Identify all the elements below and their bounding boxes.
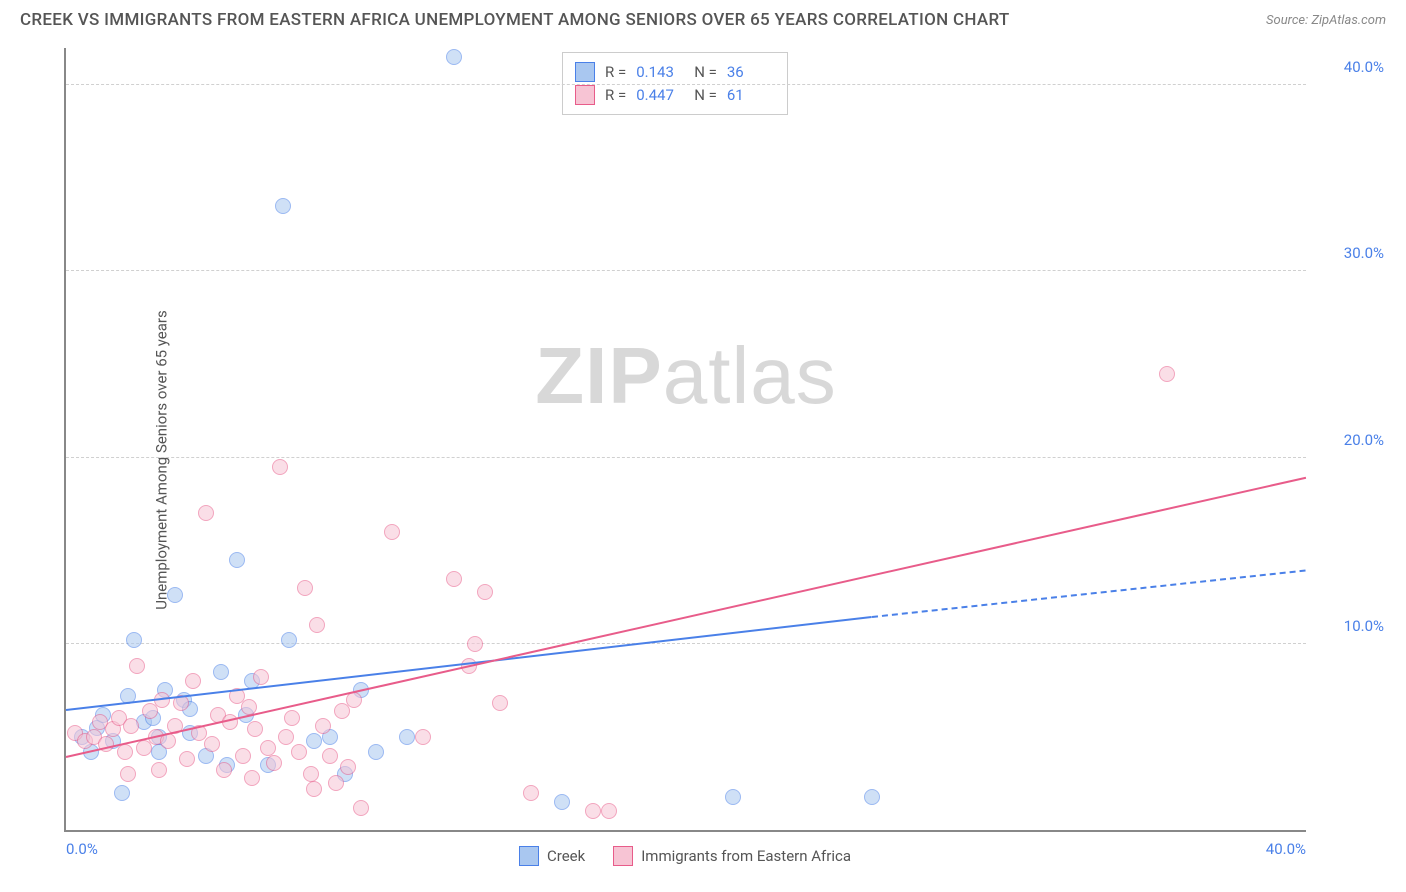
gridline — [66, 457, 1306, 458]
legend-swatch — [613, 846, 633, 866]
data-point — [260, 740, 276, 756]
data-point — [281, 632, 297, 648]
chart-header: CREEK VS IMMIGRANTS FROM EASTERN AFRICA … — [0, 0, 1406, 36]
data-point — [151, 762, 167, 778]
data-point — [272, 459, 288, 475]
data-point — [278, 729, 294, 745]
data-point — [725, 789, 741, 805]
source-attribution: Source: ZipAtlas.com — [1266, 13, 1386, 28]
data-point — [585, 803, 601, 819]
data-point — [129, 658, 145, 674]
legend-series-item: Immigrants from Eastern Africa — [613, 846, 851, 866]
y-tick-label: 20.0% — [1344, 431, 1384, 449]
data-point — [384, 524, 400, 540]
y-tick-label: 10.0% — [1344, 617, 1384, 635]
data-point — [247, 721, 263, 737]
legend-swatch — [575, 85, 595, 105]
data-point — [167, 587, 183, 603]
legend-series-label: Creek — [547, 847, 585, 865]
data-point — [213, 664, 229, 680]
data-point — [198, 505, 214, 521]
legend-correlation-row: R = 0.447 N = 61 — [575, 85, 775, 105]
data-point — [467, 636, 483, 652]
data-point — [291, 744, 307, 760]
legend-series-item: Creek — [519, 846, 585, 866]
data-point — [554, 794, 570, 810]
data-point — [120, 766, 136, 782]
data-point — [477, 584, 493, 600]
data-point — [204, 736, 220, 752]
legend-r-label: R = — [605, 63, 626, 81]
trend-line — [66, 476, 1306, 757]
y-tick-label: 30.0% — [1344, 244, 1384, 262]
gridline — [66, 270, 1306, 271]
watermark-atlas: atlas — [663, 331, 837, 420]
data-point — [328, 775, 344, 791]
legend-n-value: 36 — [727, 63, 775, 81]
data-point — [297, 580, 313, 596]
trend-line — [66, 616, 872, 711]
data-point — [275, 198, 291, 214]
data-point — [235, 748, 251, 764]
data-point — [446, 49, 462, 65]
data-point — [322, 748, 338, 764]
gridline — [66, 643, 1306, 644]
data-point — [136, 740, 152, 756]
chart-title: CREEK VS IMMIGRANTS FROM EASTERN AFRICA … — [20, 10, 1010, 30]
data-point — [492, 695, 508, 711]
data-point — [266, 755, 282, 771]
source-link[interactable]: ZipAtlas.com — [1311, 13, 1386, 28]
data-point — [244, 770, 260, 786]
data-point — [114, 785, 130, 801]
data-point — [601, 803, 617, 819]
data-point — [1159, 366, 1175, 382]
data-point — [229, 552, 245, 568]
series-legend: Creek Immigrants from Eastern Africa — [64, 846, 1306, 866]
data-point — [864, 789, 880, 805]
data-point — [126, 632, 142, 648]
data-point — [334, 703, 350, 719]
data-point — [309, 617, 325, 633]
gridline — [66, 84, 1306, 85]
legend-r-value: 0.143 — [636, 63, 684, 81]
data-point — [446, 571, 462, 587]
chart-area: Unemployment Among Seniors over 65 years… — [20, 48, 1386, 872]
data-point — [353, 800, 369, 816]
legend-n-label: N = — [694, 63, 717, 81]
legend-series-label: Immigrants from Eastern Africa — [641, 847, 851, 865]
y-tick-label: 40.0% — [1344, 58, 1384, 76]
source-prefix: Source: — [1266, 13, 1311, 28]
plot-region: ZIPatlas R =0.143N =36R =0.447N =61 10.0… — [64, 48, 1306, 832]
data-point — [340, 759, 356, 775]
legend-swatch — [519, 846, 539, 866]
data-point — [523, 785, 539, 801]
data-point — [179, 751, 195, 767]
data-point — [253, 669, 269, 685]
legend-r-label: R = — [605, 86, 626, 104]
data-point — [368, 744, 384, 760]
legend-r-value: 0.447 — [636, 86, 684, 104]
data-point — [142, 703, 158, 719]
legend-swatch — [575, 62, 595, 82]
data-point — [315, 718, 331, 734]
data-point — [415, 729, 431, 745]
legend-n-value: 61 — [727, 86, 775, 104]
legend-correlation-row: R = 0.143 N = 36 — [575, 62, 775, 82]
data-point — [117, 744, 133, 760]
data-point — [399, 729, 415, 745]
data-point — [185, 673, 201, 689]
data-point — [306, 781, 322, 797]
legend-n-label: N = — [694, 86, 717, 104]
data-point — [123, 718, 139, 734]
watermark-zip: ZIP — [535, 331, 662, 420]
data-point — [303, 766, 319, 782]
data-point — [216, 762, 232, 778]
data-point — [306, 733, 322, 749]
watermark: ZIPatlas — [535, 330, 836, 422]
trend-line-extrapolated — [872, 569, 1306, 618]
data-point — [284, 710, 300, 726]
